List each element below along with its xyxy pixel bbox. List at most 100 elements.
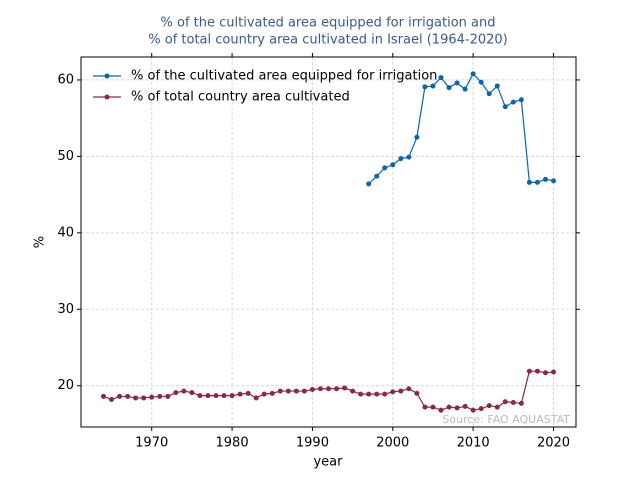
data-point — [478, 79, 484, 85]
data-point — [542, 176, 548, 182]
data-point — [229, 393, 235, 399]
x-tick-label: 2020 — [537, 436, 570, 451]
data-point — [181, 388, 187, 394]
data-point — [285, 388, 291, 394]
data-point — [301, 388, 307, 394]
x-tick-label: 2000 — [376, 436, 409, 451]
data-point — [470, 71, 476, 77]
data-point — [486, 91, 492, 97]
y-tick-label: 20 — [57, 378, 74, 393]
data-point — [398, 156, 404, 162]
y-tick-label: 40 — [57, 225, 74, 240]
data-point — [438, 75, 444, 81]
data-point — [253, 395, 259, 401]
data-point — [494, 404, 500, 410]
x-axis-label: year — [313, 455, 343, 470]
legend-label: % of the cultivated area equipped for ir… — [131, 69, 437, 84]
legend-marker — [104, 73, 110, 79]
data-point — [406, 154, 412, 160]
data-point — [446, 85, 452, 91]
data-point — [398, 388, 404, 394]
data-point — [534, 179, 540, 185]
data-point — [454, 80, 460, 86]
data-point — [542, 370, 548, 376]
data-point — [454, 405, 460, 411]
data-point — [486, 403, 492, 409]
data-point — [438, 407, 444, 413]
chart-title: % of the cultivated area equipped for ir… — [161, 16, 496, 31]
legend-marker — [104, 94, 110, 100]
data-point — [101, 393, 106, 399]
data-point — [141, 395, 147, 401]
data-point — [149, 394, 155, 400]
data-point — [470, 407, 476, 413]
data-point — [374, 173, 380, 179]
data-point — [534, 368, 540, 374]
data-point — [382, 165, 388, 171]
y-axis-label: % — [33, 236, 48, 248]
data-point — [414, 390, 420, 396]
data-point — [390, 389, 396, 395]
data-point — [205, 393, 211, 399]
data-point — [366, 391, 372, 397]
data-point — [430, 83, 436, 89]
y-tick-label: 60 — [57, 72, 74, 87]
data-point — [165, 393, 171, 399]
data-point — [510, 99, 516, 105]
x-tick-label: 1990 — [296, 436, 329, 451]
data-point — [213, 393, 219, 399]
data-point — [366, 181, 372, 187]
data-point — [526, 368, 532, 374]
data-point — [422, 404, 428, 410]
data-point — [125, 393, 131, 399]
data-point — [390, 162, 396, 168]
x-tick-label: 2010 — [457, 436, 490, 451]
data-point — [342, 385, 348, 391]
data-point — [237, 391, 243, 397]
data-point — [117, 393, 123, 399]
x-tick-label: 1970 — [135, 436, 168, 451]
data-point — [133, 395, 139, 401]
data-point — [551, 369, 556, 375]
data-point — [109, 396, 115, 402]
data-point — [518, 400, 524, 406]
source-note: Source: FAO AQUASTAT — [442, 413, 570, 426]
data-point — [406, 386, 412, 392]
data-point — [317, 386, 323, 392]
data-point — [309, 387, 315, 393]
data-point — [462, 86, 468, 92]
legend-label: % of total country area cultivated — [131, 90, 350, 105]
y-tick-label: 50 — [57, 149, 74, 164]
data-point — [446, 404, 452, 410]
chart-title: % of total country area cultivated in Is… — [148, 33, 507, 48]
data-point — [462, 403, 468, 409]
data-point — [261, 391, 267, 397]
data-point — [334, 386, 340, 392]
data-point — [422, 84, 428, 90]
data-point — [350, 388, 356, 394]
data-point — [414, 134, 420, 140]
data-point — [173, 390, 179, 396]
data-point — [374, 391, 380, 397]
data-point — [526, 179, 532, 185]
data-point — [502, 104, 508, 110]
data-point — [494, 83, 500, 89]
data-point — [430, 404, 436, 410]
data-point — [269, 390, 275, 396]
plot-frame — [80, 56, 577, 428]
data-point — [510, 400, 516, 406]
data-point — [157, 393, 163, 399]
data-point — [221, 393, 227, 399]
data-point — [518, 97, 524, 103]
data-point — [293, 388, 299, 394]
data-point — [197, 393, 203, 399]
data-point — [245, 390, 251, 396]
data-point — [277, 388, 283, 394]
data-point — [502, 399, 508, 405]
data-point — [478, 406, 484, 412]
y-tick-label: 30 — [57, 302, 74, 317]
data-point — [189, 390, 195, 396]
data-point — [551, 178, 556, 184]
data-point — [382, 391, 388, 397]
